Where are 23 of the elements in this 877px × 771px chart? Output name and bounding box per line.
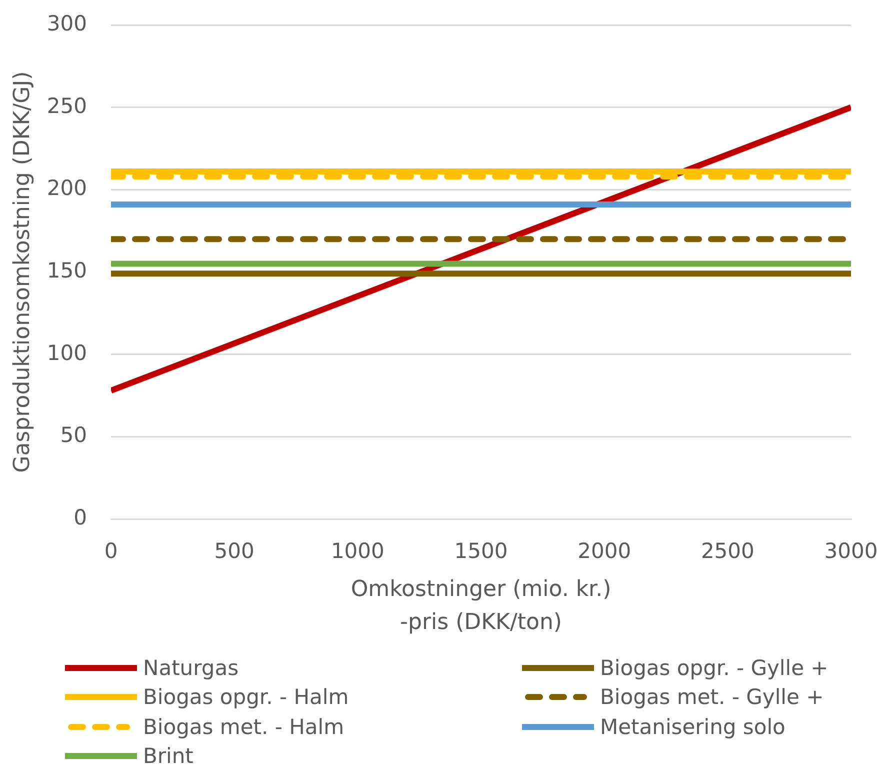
y-tick-label: 300 bbox=[46, 11, 87, 36]
y-axis-title: Gasproduktionsomkostning (DKK/GJ) bbox=[10, 71, 35, 473]
y-tick-label: 100 bbox=[46, 340, 87, 365]
y-tick-label: 50 bbox=[60, 423, 87, 448]
legend-label: Naturgas bbox=[143, 656, 239, 680]
y-tick-label: 250 bbox=[46, 94, 87, 118]
legend-label: Biogas met. - Halm bbox=[143, 714, 344, 739]
legend-label: Biogas opgr. - Gylle + bbox=[600, 656, 828, 680]
x-tick-label: 3000 bbox=[824, 539, 877, 564]
legend-label: Metanisering solo bbox=[600, 714, 786, 739]
legend-label: Brint bbox=[143, 744, 194, 768]
y-tick-label: 200 bbox=[46, 176, 87, 200]
x-tick-label: 0 bbox=[104, 539, 118, 564]
y-tick-label: 0 bbox=[74, 505, 87, 530]
x-tick-label: 1000 bbox=[330, 539, 384, 564]
y-tick-label: 150 bbox=[46, 258, 87, 282]
x-tick-label: 2500 bbox=[700, 539, 754, 564]
legend-label: Biogas opgr. - Halm bbox=[143, 685, 349, 710]
x-axis-title: Omkostninger (mio. kr.) -pris (DKK/ton) bbox=[350, 577, 612, 636]
x-tick-label: 1500 bbox=[454, 539, 508, 564]
x-tick-label: 2000 bbox=[578, 539, 632, 564]
x-tick-label: 500 bbox=[214, 539, 254, 564]
legend-label: Biogas met. - Gylle + bbox=[600, 685, 824, 710]
